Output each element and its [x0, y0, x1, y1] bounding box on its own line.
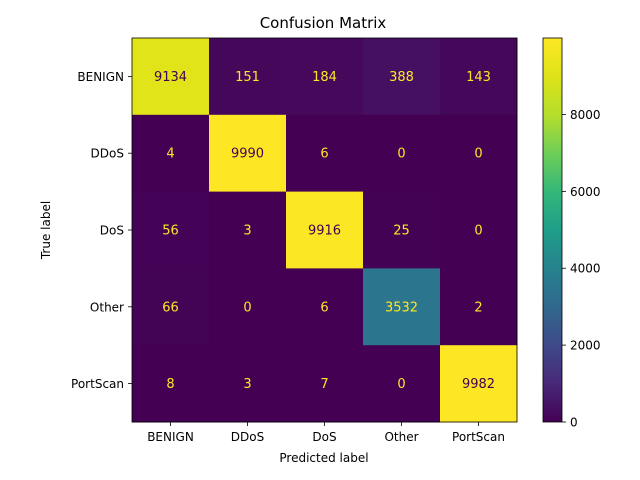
y-axis-ticks: BENIGN DDoS DoS Other PortScan	[71, 70, 132, 391]
chart-title: Confusion Matrix	[260, 14, 387, 32]
x-tick-label: BENIGN	[147, 430, 194, 444]
heatmap-cell	[363, 191, 441, 269]
heatmap-cell	[132, 268, 210, 346]
heatmap-cell	[286, 345, 364, 423]
x-tick-label: DDoS	[231, 430, 264, 444]
cell-value-label: 0	[474, 147, 482, 162]
colorbar-tick-label: 4000	[570, 262, 601, 276]
cell-value-label: 3	[243, 224, 251, 239]
heatmap-cell	[363, 345, 441, 423]
y-tick-label: DoS	[100, 224, 124, 238]
cell-value-label: 388	[389, 70, 414, 85]
heatmap-cell	[132, 114, 210, 193]
cell-value-label: 9916	[308, 224, 341, 239]
y-tick-label: Other	[90, 300, 124, 314]
y-tick-label: BENIGN	[77, 70, 124, 84]
heatmap-cell	[440, 345, 518, 423]
cell-value-label: 0	[397, 147, 405, 162]
cell-value-label: 184	[312, 70, 337, 85]
cell-value-label: 3532	[385, 300, 418, 315]
cell-value-label: 9134	[154, 70, 187, 85]
heatmap-cell	[286, 114, 364, 193]
heatmap-cell	[363, 114, 441, 193]
cell-value-label: 66	[162, 300, 179, 315]
y-axis-label: True label	[39, 201, 53, 260]
colorbar-tick-label: 2000	[570, 339, 601, 353]
heatmap-cell	[132, 345, 210, 423]
colorbar-tick-label: 0	[570, 416, 578, 430]
cell-value-label: 151	[235, 70, 260, 85]
heatmap-cell	[209, 191, 287, 269]
cell-value-label: 9982	[462, 377, 495, 392]
cell-value-label: 4	[166, 147, 174, 162]
heatmap-cell	[132, 191, 210, 269]
cell-value-label: 3	[243, 377, 251, 392]
heatmap-cell	[209, 38, 287, 116]
colorbar	[542, 37, 563, 423]
heatmap-cell	[209, 345, 287, 423]
x-tick-label: PortScan	[452, 430, 505, 444]
heatmap-cell	[132, 38, 210, 116]
colorbar-ticks: 0 2000 4000 6000 8000	[562, 108, 601, 430]
cell-annotations: 9134 151 184 388 143 4 9990 6 0 0 56 3 9916 25 0 66 0 6 35…	[154, 70, 495, 392]
heatmap-cell	[286, 268, 364, 346]
cell-value-label: 2	[474, 300, 482, 315]
cell-value-label: 6	[320, 300, 328, 315]
heatmap-cell	[363, 38, 441, 116]
colorbar-tick-label: 8000	[570, 108, 601, 122]
cell-value-label: 25	[393, 224, 410, 239]
x-tick-label: DoS	[312, 430, 336, 444]
heatmap-cell	[440, 114, 518, 193]
cell-value-label: 8	[166, 377, 174, 392]
heatmap-cell	[209, 114, 287, 193]
cell-value-label: 7	[320, 377, 328, 392]
x-axis-label: Predicted label	[279, 451, 368, 465]
heatmap-cell	[440, 191, 518, 269]
cell-value-label: 0	[243, 300, 251, 315]
cell-value-label: 0	[474, 224, 482, 239]
cell-value-label: 9990	[231, 147, 264, 162]
heatmap-cell	[440, 38, 518, 116]
y-tick-label: DDoS	[91, 147, 124, 161]
colorbar-tick-label: 6000	[570, 185, 601, 199]
cell-value-label: 6	[320, 147, 328, 162]
heatmap-cell	[286, 38, 364, 116]
y-tick-label: PortScan	[71, 377, 124, 391]
heatmap-cells	[132, 38, 518, 423]
heatmap-cell	[286, 191, 364, 269]
heatmap-cell	[440, 268, 518, 346]
cell-value-label: 0	[397, 377, 405, 392]
cell-value-label: 143	[466, 70, 491, 85]
cell-value-label: 56	[162, 224, 179, 239]
heatmap-cell	[209, 268, 287, 346]
x-axis-ticks: BENIGN DDoS DoS Other PortScan	[147, 422, 505, 444]
x-tick-label: Other	[384, 430, 418, 444]
heatmap-cell	[363, 268, 441, 346]
